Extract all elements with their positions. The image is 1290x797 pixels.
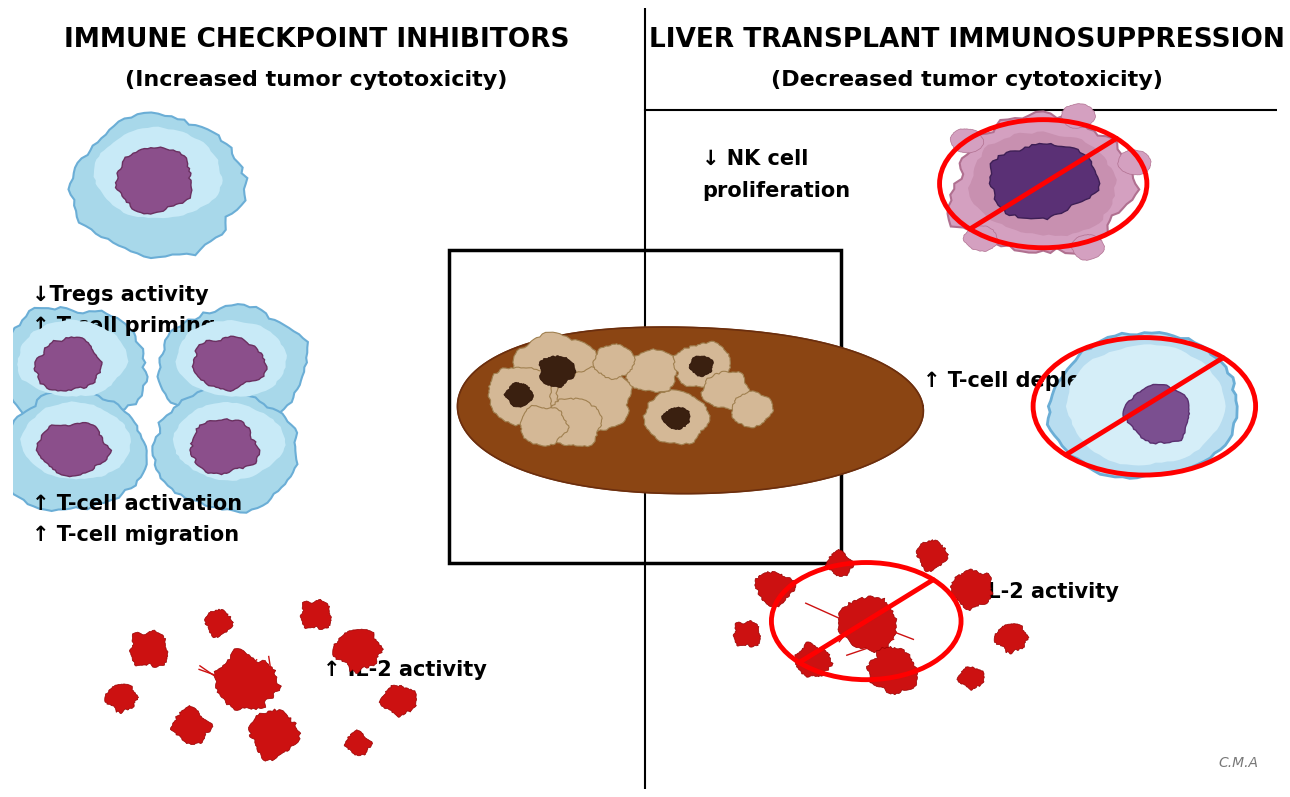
Text: ↑ T-cell priming: ↑ T-cell priming xyxy=(32,316,215,336)
Polygon shape xyxy=(546,398,602,446)
Polygon shape xyxy=(995,623,1029,654)
Text: LIVER TRANSPLANT IMMUNOSUPPRESSION: LIVER TRANSPLANT IMMUNOSUPPRESSION xyxy=(649,28,1285,53)
Polygon shape xyxy=(556,366,632,431)
Text: C.M.A: C.M.A xyxy=(1218,756,1258,770)
Polygon shape xyxy=(644,390,710,445)
Polygon shape xyxy=(170,705,213,744)
Polygon shape xyxy=(733,621,761,647)
Text: ↓Tregs activity: ↓Tregs activity xyxy=(32,285,209,305)
Polygon shape xyxy=(116,147,192,214)
Polygon shape xyxy=(539,355,575,387)
Polygon shape xyxy=(593,344,635,379)
Polygon shape xyxy=(157,304,308,428)
Text: IMMUNE CHECKPOINT INHIBITORS: IMMUNE CHECKPOINT INHIBITORS xyxy=(63,28,569,53)
Polygon shape xyxy=(1117,150,1151,175)
Polygon shape xyxy=(344,730,373,756)
Text: proliferation: proliferation xyxy=(702,182,850,202)
Polygon shape xyxy=(700,371,751,410)
Polygon shape xyxy=(104,684,138,713)
Polygon shape xyxy=(94,127,223,218)
Polygon shape xyxy=(0,307,147,430)
Polygon shape xyxy=(1047,332,1237,478)
Polygon shape xyxy=(795,642,833,677)
Polygon shape xyxy=(867,646,917,695)
Text: ↓ NK cell: ↓ NK cell xyxy=(702,148,809,168)
Text: ↑ T-cell migration: ↑ T-cell migration xyxy=(32,525,239,545)
Polygon shape xyxy=(1072,234,1104,261)
Polygon shape xyxy=(190,419,259,474)
Polygon shape xyxy=(214,649,281,710)
Polygon shape xyxy=(1062,104,1095,128)
Polygon shape xyxy=(513,332,600,406)
Polygon shape xyxy=(333,629,383,673)
Polygon shape xyxy=(1124,384,1189,444)
Polygon shape xyxy=(624,349,677,392)
Polygon shape xyxy=(249,709,301,761)
Polygon shape xyxy=(21,402,130,479)
Polygon shape xyxy=(504,383,533,407)
Text: (Increased tumor cytotoxicity): (Increased tumor cytotoxicity) xyxy=(125,70,507,90)
Text: ↓ IL-2 activity: ↓ IL-2 activity xyxy=(955,582,1118,602)
Polygon shape xyxy=(731,391,774,428)
Text: ↑ IL-2 activity: ↑ IL-2 activity xyxy=(322,660,486,680)
Text: ↑ T-cell activation: ↑ T-cell activation xyxy=(32,494,243,514)
Polygon shape xyxy=(301,599,332,630)
Polygon shape xyxy=(129,630,168,667)
Polygon shape xyxy=(951,129,984,153)
Text: (Decreased tumor cytotoxicity): (Decreased tumor cytotoxicity) xyxy=(771,70,1164,90)
Polygon shape xyxy=(17,320,129,397)
Polygon shape xyxy=(173,402,285,481)
Polygon shape xyxy=(379,685,417,717)
Polygon shape xyxy=(964,226,997,252)
Polygon shape xyxy=(838,596,897,653)
Polygon shape xyxy=(68,112,248,258)
Polygon shape xyxy=(458,327,924,493)
Polygon shape xyxy=(916,540,948,572)
Polygon shape xyxy=(673,341,730,387)
Polygon shape xyxy=(192,336,267,391)
Polygon shape xyxy=(989,143,1100,219)
Polygon shape xyxy=(951,569,993,611)
Polygon shape xyxy=(152,386,298,512)
Polygon shape xyxy=(968,132,1117,236)
Polygon shape xyxy=(689,356,713,377)
Polygon shape xyxy=(520,406,569,446)
Polygon shape xyxy=(948,112,1139,254)
Polygon shape xyxy=(175,320,286,397)
Polygon shape xyxy=(4,388,147,511)
Text: ↑ T-cell depletion: ↑ T-cell depletion xyxy=(924,371,1127,391)
Polygon shape xyxy=(35,337,102,391)
Polygon shape xyxy=(957,667,984,690)
Polygon shape xyxy=(36,422,111,477)
Polygon shape xyxy=(205,609,233,638)
Polygon shape xyxy=(755,571,796,607)
Polygon shape xyxy=(489,367,552,426)
Polygon shape xyxy=(662,407,690,430)
Bar xyxy=(449,250,841,563)
Polygon shape xyxy=(1066,344,1226,465)
Polygon shape xyxy=(826,549,855,576)
